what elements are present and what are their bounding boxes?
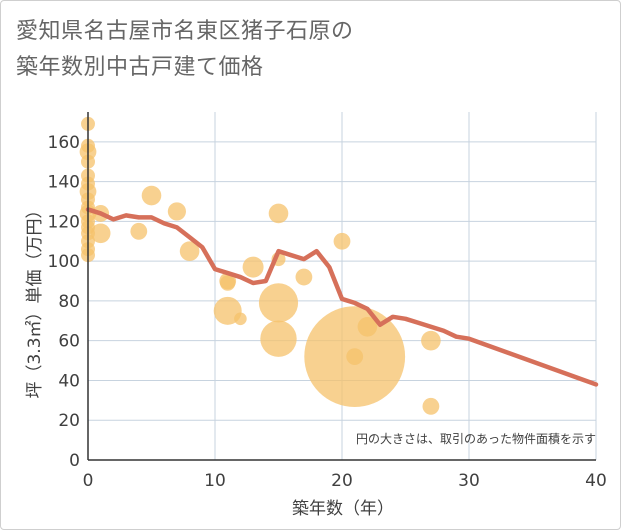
data-bubble: [346, 348, 364, 365]
data-bubble: [333, 232, 351, 250]
data-bubble: [90, 223, 111, 244]
chart-title-line-1: 愛知県名古屋市名東区猪子石原の: [16, 19, 354, 44]
data-bubble: [421, 330, 441, 351]
y-tick-label: 0: [69, 451, 80, 471]
y-tick-label: 120: [48, 212, 80, 232]
data-bubble: [268, 203, 289, 224]
y-tick-label: 40: [58, 371, 80, 391]
chart-title-line-2: 築年数別中古戸建て価格: [16, 55, 264, 80]
x-tick-label: 0: [83, 471, 94, 491]
data-bubble: [260, 320, 297, 357]
x-tick-label: 30: [458, 471, 480, 491]
x-tick-label: 40: [585, 471, 607, 491]
x-tick-label: 10: [204, 471, 226, 491]
y-tick-label: 160: [48, 133, 80, 153]
y-axis-label: 坪（3.3㎡）単価（万円）: [25, 201, 45, 398]
grid-lines: [88, 112, 597, 460]
x-axis-label: 築年数（年）: [292, 499, 394, 519]
data-bubble: [258, 283, 299, 323]
data-bubble: [220, 275, 236, 291]
y-tick-label: 100: [48, 252, 80, 272]
size-legend-note: 円の大きさは、取引のあった物件面積を示す: [356, 431, 596, 446]
line-layer: [85, 207, 599, 387]
data-bubble: [422, 397, 440, 415]
data-bubble: [130, 222, 148, 240]
data-bubble: [234, 312, 247, 326]
data-bubble: [179, 241, 200, 261]
data-bubble: [167, 202, 186, 221]
data-bubble: [357, 316, 378, 337]
data-bubble: [242, 256, 264, 278]
y-tick-label: 80: [58, 292, 80, 312]
y-tick-label: 140: [48, 173, 80, 193]
x-tick-label: 20: [331, 471, 353, 491]
axes: 0 10 20 30 40 0 20 40 60 80 100 120 140 160: [48, 112, 607, 491]
average-price-line: [85, 207, 599, 387]
y-tick-label: 60: [58, 332, 80, 352]
data-bubble: [141, 185, 162, 206]
data-bubble: [295, 268, 313, 286]
chart-title: 愛知県名古屋市名東区猪子石原の 築年数別中古戸建て価格: [16, 14, 354, 86]
y-tick-label: 20: [58, 411, 80, 431]
bubble-layer: [79, 116, 441, 415]
